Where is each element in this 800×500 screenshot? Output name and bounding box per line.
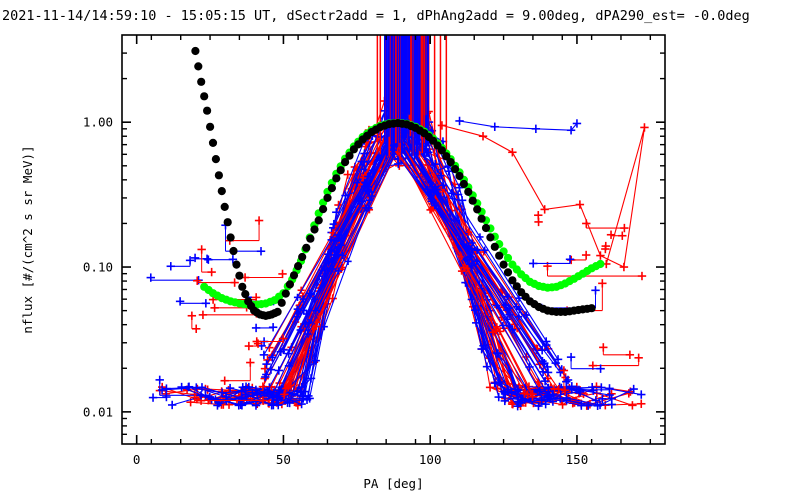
page-title: 2021-11-14/14:59:10 - 15:05:15 UT, dSect… bbox=[2, 8, 750, 24]
scatter-cloud bbox=[187, 216, 288, 405]
data-trace bbox=[204, 149, 577, 408]
plot-axes: 0 50 100 150 1.00 0.10 0.01 PA [deg] nflux [#/(c… bbox=[20, 34, 666, 491]
y-tick-label: 0.10 bbox=[83, 260, 113, 275]
y-tick-label: 0.01 bbox=[83, 404, 113, 419]
y-axis-label: nflux [#/(cm^2 s sr MeV)] bbox=[20, 145, 35, 333]
x-tick-label: 100 bbox=[419, 452, 442, 467]
data-trace bbox=[211, 131, 597, 410]
x-tick-label: 0 bbox=[133, 452, 141, 467]
outlier-markers bbox=[437, 116, 649, 272]
data-trace bbox=[219, 144, 582, 403]
model-curve bbox=[191, 46, 596, 320]
x-axis-label: PA [deg] bbox=[363, 476, 423, 491]
x-tick-label: 150 bbox=[566, 452, 589, 467]
x-tick-label: 50 bbox=[276, 452, 291, 467]
plot-data-layer bbox=[146, 35, 649, 411]
overflow-spikes bbox=[376, 35, 448, 160]
y-tick-label: 1.00 bbox=[83, 115, 113, 130]
